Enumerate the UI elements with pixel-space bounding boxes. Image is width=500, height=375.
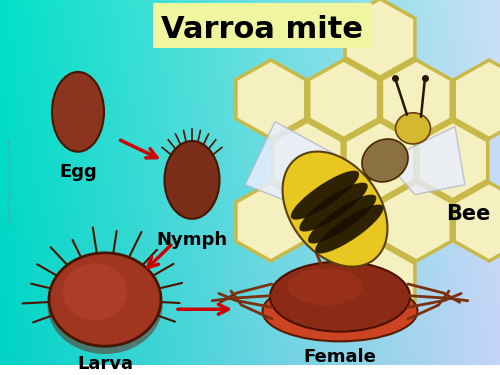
Ellipse shape — [300, 183, 368, 232]
Polygon shape — [236, 183, 306, 261]
Text: Nymph: Nymph — [156, 231, 228, 249]
Text: Egg: Egg — [59, 164, 97, 182]
Polygon shape — [454, 183, 500, 261]
FancyBboxPatch shape — [153, 3, 372, 48]
Ellipse shape — [62, 264, 128, 320]
Polygon shape — [345, 244, 415, 322]
Polygon shape — [418, 121, 488, 200]
Polygon shape — [245, 122, 355, 204]
Text: Bee: Bee — [446, 204, 490, 224]
Text: Female: Female — [304, 348, 376, 366]
Ellipse shape — [48, 257, 162, 354]
Polygon shape — [308, 183, 378, 261]
Ellipse shape — [262, 281, 418, 341]
Polygon shape — [345, 0, 415, 77]
Ellipse shape — [308, 195, 376, 243]
Polygon shape — [345, 121, 415, 200]
Ellipse shape — [164, 141, 220, 219]
Ellipse shape — [396, 113, 430, 144]
Ellipse shape — [52, 72, 104, 152]
Ellipse shape — [282, 152, 388, 267]
Polygon shape — [382, 183, 452, 261]
Ellipse shape — [315, 204, 384, 254]
Text: Adobe Stock | #242634936: Adobe Stock | #242634936 — [7, 140, 13, 226]
Polygon shape — [382, 60, 452, 138]
Polygon shape — [236, 60, 306, 138]
Polygon shape — [272, 121, 342, 200]
Polygon shape — [454, 60, 500, 138]
Text: Larva: Larva — [77, 355, 133, 373]
Ellipse shape — [291, 171, 359, 220]
Ellipse shape — [270, 262, 410, 332]
Polygon shape — [308, 60, 378, 138]
Ellipse shape — [288, 268, 362, 305]
Ellipse shape — [49, 253, 161, 346]
Text: Varroa mite: Varroa mite — [161, 15, 363, 44]
Ellipse shape — [362, 139, 408, 182]
Polygon shape — [385, 126, 465, 195]
